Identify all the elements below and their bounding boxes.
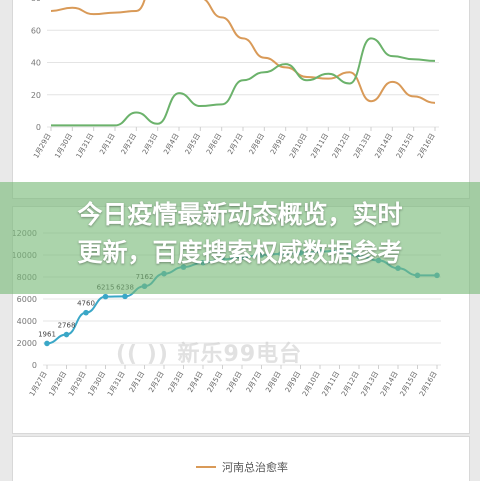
mid-xtick-label: 2月11日 <box>321 370 342 398</box>
mid-xtick-label: 2月7日 <box>245 370 263 394</box>
mid-ytick-label: 6000 <box>17 295 37 304</box>
top-xtick-label: 1月30日 <box>53 132 74 160</box>
mid-xtick-label: 1月30日 <box>87 370 108 398</box>
headline-line-1: 今日疫情最新动态概览，实时 <box>77 200 403 229</box>
mid-point <box>83 309 89 316</box>
top-xtick-label: 2月10日 <box>288 132 309 160</box>
mid-xtick-label: 2月16日 <box>418 370 439 398</box>
chart-panel-bottom <box>12 436 470 481</box>
top-series-line-1 <box>51 37 436 127</box>
mid-xtick-label: 2月3日 <box>167 370 185 394</box>
mid-point <box>102 293 109 300</box>
top-ytick-label: 80 <box>31 0 41 3</box>
mid-xtick-label: 2月9日 <box>284 370 302 394</box>
top-series-line-0 <box>50 0 436 104</box>
top-ytick-label: 0 <box>36 123 41 132</box>
mid-xtick-label: 2月6日 <box>225 370 243 394</box>
chart-top: 0 20 40 60 80 1月29日1月30日1月31日2月1日2月2日2月3日2月4日… <box>31 0 439 160</box>
mid-xtick-label: 2月4日 <box>186 370 204 394</box>
watermark: (( )) 新乐99电台 <box>116 342 303 367</box>
mid-xtick-label: 2月8日 <box>264 370 282 394</box>
top-xtick-label: 2月13日 <box>352 132 373 160</box>
top-xtick-label: 2月1日 <box>98 132 116 156</box>
headline-band <box>0 182 480 294</box>
top-xtick-label: 2月2日 <box>120 132 138 156</box>
legend-label: 河南总治愈率 <box>222 461 288 474</box>
mid-point <box>63 331 70 338</box>
mid-point-label: 1961 <box>38 330 56 338</box>
mid-xtick-label: 2月1日 <box>128 370 146 394</box>
top-xtick-label: 2月9日 <box>269 132 287 156</box>
mid-ytick-label: 2000 <box>17 339 37 348</box>
headline-line-2: 更新，百度搜索权威数据参考 <box>77 238 403 267</box>
mid-point-label: 4760 <box>77 300 95 308</box>
mid-xtick-label: 2月2日 <box>147 370 165 394</box>
mid-xtick-label: 1月29日 <box>67 370 88 398</box>
mid-xtick-label: 1月28日 <box>48 370 69 398</box>
top-xtick-label: 2月4日 <box>162 132 180 156</box>
top-xtick-label: 2月6日 <box>205 132 223 156</box>
headline: 今日疫情最新动态概览，实时 更新，百度搜索权威数据参考 <box>0 196 480 272</box>
top-xtick-label: 2月12日 <box>331 132 352 160</box>
top-xtick-label: 1月29日 <box>32 132 53 160</box>
mid-ytick-label: 4000 <box>17 317 37 326</box>
mid-xtick-label: 2月13日 <box>360 370 381 398</box>
top-xtick-label: 2月14日 <box>373 132 394 160</box>
top-xtick-label: 2月7日 <box>226 132 244 156</box>
mid-point <box>44 340 50 347</box>
mid-xtick-label: 1月31日 <box>106 370 127 398</box>
mid-point-label: 2768 <box>58 322 76 330</box>
top-ytick-label: 20 <box>31 91 41 100</box>
top-ytick-label: 40 <box>31 59 41 68</box>
mid-xtick-label: 2月12日 <box>340 370 361 398</box>
legend: 河南总治愈率 <box>196 459 288 475</box>
mid-point <box>122 293 128 300</box>
top-xtick-label: 2月8日 <box>248 132 266 156</box>
mid-xtick-label: 1月27日 <box>28 370 49 398</box>
mid-xtick-label: 2月15日 <box>399 370 420 398</box>
top-xtick-label: 2月3日 <box>141 132 159 156</box>
top-xtick-label: 1月31日 <box>75 132 96 160</box>
top-xtick-label: 2月15日 <box>395 132 416 160</box>
top-xtick-label: 2月11日 <box>309 132 330 160</box>
top-xtick-label: 2月16日 <box>416 132 437 160</box>
top-xtick-label: 2月5日 <box>184 132 202 156</box>
mid-xtick-label: 2月5日 <box>206 370 224 394</box>
mid-xtick-label: 2月14日 <box>379 370 400 398</box>
legend-swatch <box>196 466 216 468</box>
top-ytick-label: 60 <box>31 26 41 35</box>
mid-ytick-label: 0 <box>32 361 37 370</box>
mid-xtick-label: 2月10日 <box>301 370 322 398</box>
chart-panel-top: 0 20 40 60 80 1月29日1月30日1月31日2月1日2月2日2月3日2月4日… <box>12 0 470 199</box>
